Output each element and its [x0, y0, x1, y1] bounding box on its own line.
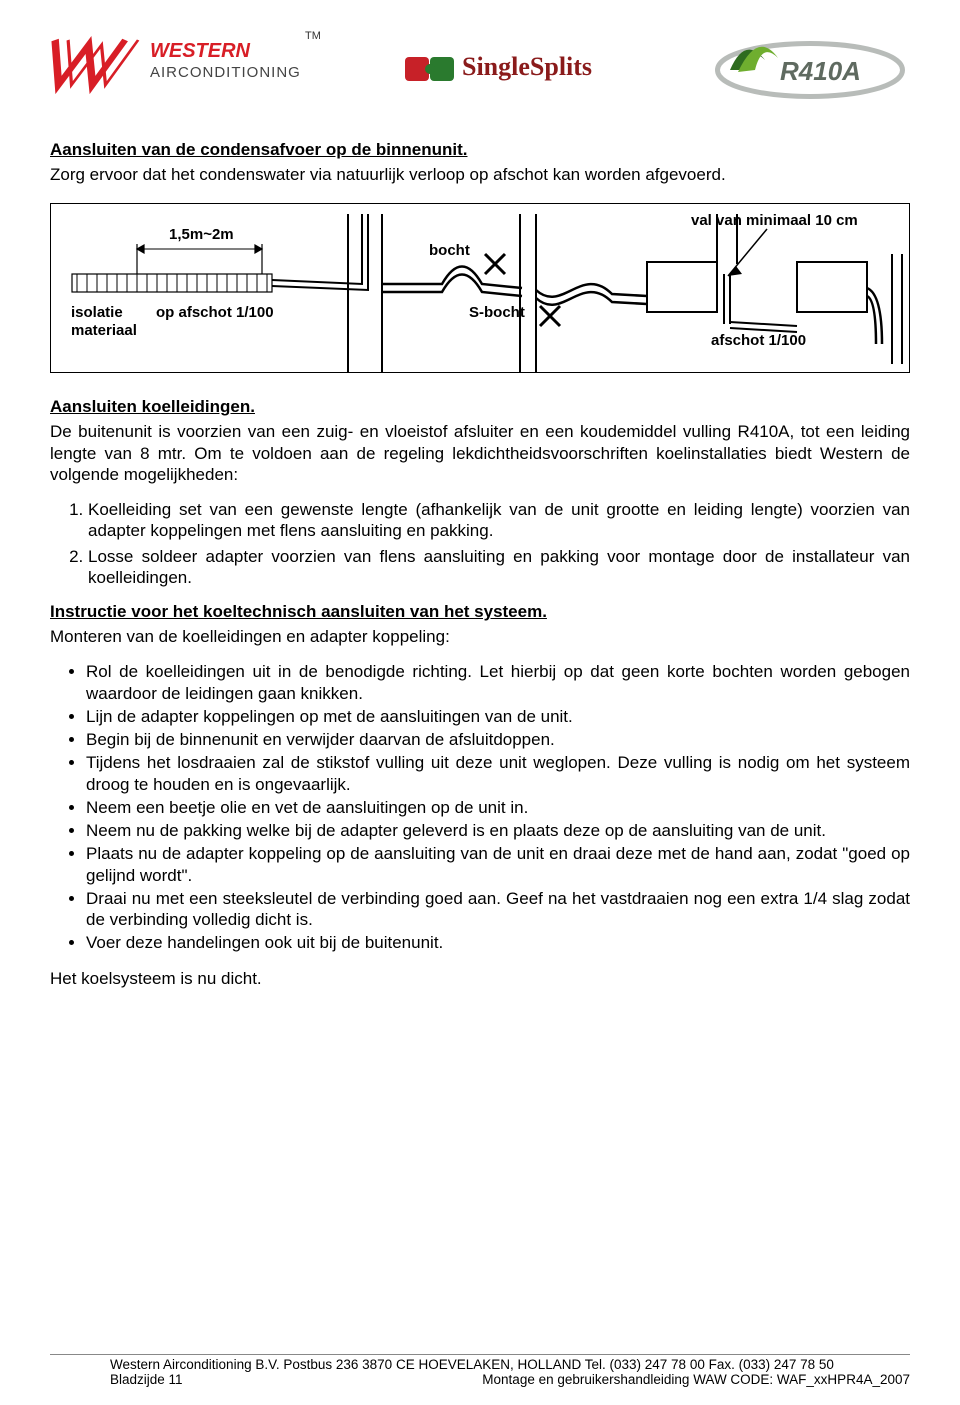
section1-intro: Zorg ervoor dat het condenswater via nat…	[50, 164, 910, 185]
list-item: Lijn de adapter koppelingen op met de aa…	[86, 706, 910, 727]
section2-para: De buitenunit is voorzien van een zuig- …	[50, 421, 910, 485]
label-sbocht: S-bocht	[469, 304, 525, 321]
section3-bullets: Rol de koelleidingen uit in de benodigde…	[50, 661, 910, 953]
list-item: Losse soldeer adapter voorzien van flens…	[88, 546, 910, 589]
svg-text:AIRCONDITIONING: AIRCONDITIONING	[150, 64, 301, 81]
list-item: Rol de koelleidingen uit in de benodigde…	[86, 661, 910, 704]
label-afschot-right: afschot 1/100	[711, 332, 806, 349]
r410a-logo: R410A	[710, 30, 910, 100]
list-item: Neem nu de pakking welke bij de adapter …	[86, 820, 910, 841]
page-footer: Western Airconditioning B.V. Postbus 236…	[50, 1354, 910, 1387]
footer-line1: Western Airconditioning B.V. Postbus 236…	[110, 1357, 910, 1372]
western-logo: WESTERN AIRCONDITIONING TM	[50, 25, 320, 105]
label-isolatie-2: materiaal	[71, 322, 137, 339]
svg-text:R410A: R410A	[780, 56, 861, 86]
singlesplits-logo: SingleSplits	[400, 35, 620, 95]
section1-title: Aansluiten van de condensafvoer op de bi…	[50, 140, 910, 160]
document-page: WESTERN AIRCONDITIONING TM SingleSplits …	[0, 0, 960, 1405]
label-val: val van minimaal 10 cm	[691, 212, 858, 229]
list-item: Voer deze handelingen ook uit bij de bui…	[86, 932, 910, 953]
section3-intro: Monteren van de koelleidingen en adapter…	[50, 626, 910, 647]
label-bocht: bocht	[429, 242, 470, 259]
footer-rule	[50, 1354, 910, 1355]
section2-list: Koelleiding set van een gewenste lengte …	[50, 499, 910, 588]
list-item: Tijdens het losdraaien zal de stikstof v…	[86, 752, 910, 795]
drainage-diagram: 1,5m~2m isolatie materiaal op afschot 1/…	[50, 203, 910, 373]
label-isolatie-1: isolatie	[71, 304, 123, 321]
list-item: Begin bij de binnenunit en verwijder daa…	[86, 729, 910, 750]
list-item: Plaats nu de adapter koppeling op de aan…	[86, 843, 910, 886]
logo-bar: WESTERN AIRCONDITIONING TM SingleSplits …	[50, 20, 910, 110]
svg-text:WESTERN: WESTERN	[150, 40, 251, 62]
section3-closing: Het koelsysteem is nu dicht.	[50, 968, 910, 989]
label-afschot-left: op afschot 1/100	[156, 304, 274, 321]
footer-docref: Montage en gebruikershandleiding WAW COD…	[482, 1372, 910, 1387]
list-item: Koelleiding set van een gewenste lengte …	[88, 499, 910, 542]
svg-text:TM: TM	[305, 30, 320, 42]
list-item: Neem een beetje olie en vet de aansluiti…	[86, 797, 910, 818]
section3-title: Instructie voor het koeltechnisch aanslu…	[50, 602, 910, 622]
list-item: Draai nu met een steeksleutel de verbind…	[86, 888, 910, 931]
section2-title: Aansluiten koelleidingen.	[50, 397, 910, 417]
footer-page: Bladzijde 11	[110, 1372, 183, 1387]
label-distance: 1,5m~2m	[169, 226, 234, 243]
svg-text:SingleSplits: SingleSplits	[462, 52, 592, 81]
